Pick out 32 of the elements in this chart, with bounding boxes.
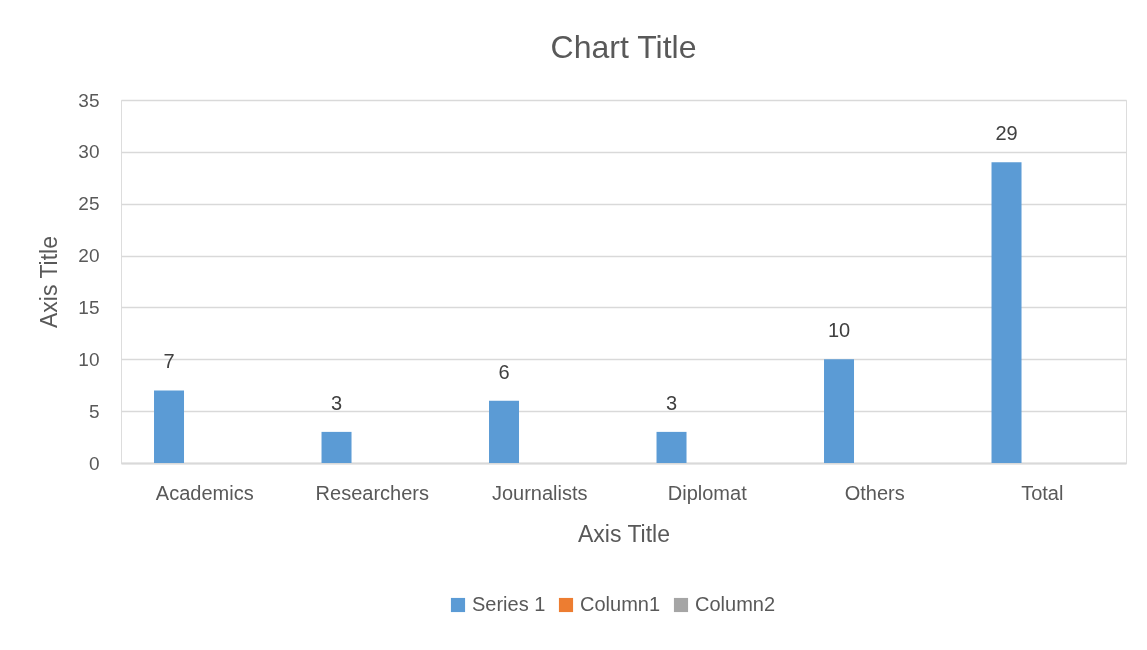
x-tick-label: Journalists: [491, 481, 588, 504]
y-tick-label: 20: [78, 245, 100, 267]
bar: [991, 162, 1022, 463]
bar: [489, 400, 520, 463]
x-tick-label: Researchers: [315, 481, 429, 504]
x-tick-label: Diplomat: [667, 481, 748, 504]
chart-title: Chart Title: [550, 29, 697, 65]
y-axis-title: Axis Title: [36, 235, 63, 329]
x-tick-label: Total: [1021, 481, 1064, 504]
y-tick-label: 25: [78, 193, 100, 215]
data-label: 29: [995, 122, 1018, 145]
x-tick-label: Academics: [155, 481, 254, 504]
legend-label: Series 1: [472, 593, 546, 615]
data-label: 3: [330, 391, 343, 414]
y-tick-label: 10: [78, 348, 100, 370]
x-axis-title: Axis Title: [577, 520, 671, 547]
y-tick-label: 5: [88, 400, 100, 422]
legend-label: Column1: [580, 593, 661, 615]
data-label: 6: [498, 360, 510, 383]
y-tick-label: 15: [78, 296, 100, 318]
bar: [824, 359, 855, 463]
bar: [321, 431, 352, 463]
y-tick-label: 0: [88, 452, 100, 474]
bar: [154, 390, 185, 463]
data-label: 10: [827, 319, 851, 342]
bar: [656, 431, 687, 463]
y-tick-label: 30: [78, 141, 100, 163]
legend-label: Column2: [695, 593, 776, 615]
data-label: 3: [665, 391, 678, 414]
y-tick-label: 35: [78, 89, 100, 111]
x-tick-label: Others: [844, 481, 905, 504]
data-label: 7: [163, 350, 175, 373]
